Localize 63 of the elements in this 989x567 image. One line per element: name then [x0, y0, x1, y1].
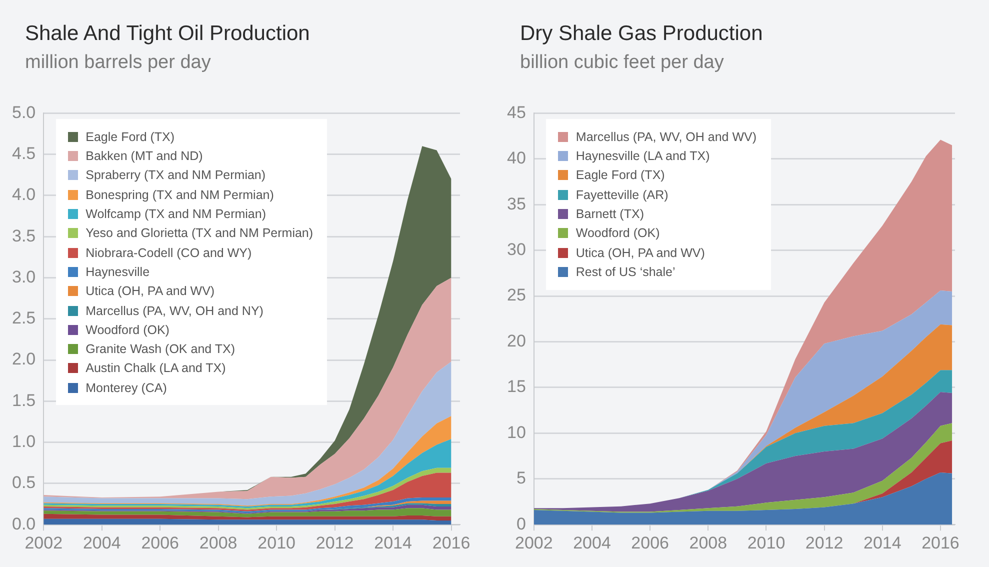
legend-label: Bakken (MT and ND) [86, 149, 203, 164]
y-tick-label: 45 [506, 102, 526, 122]
x-tick-label: 2002 [24, 533, 63, 552]
y-tick-label: 5.0 [12, 102, 36, 122]
x-tick-label: 2012 [316, 533, 354, 552]
y-tick-label: 35 [506, 194, 526, 214]
legend-label: Fayetteville (AR) [576, 188, 668, 202]
legend-label: Niobrara-Codell (CO and WY) [86, 246, 252, 260]
y-tick-label: 0.0 [12, 514, 36, 534]
y-tick-label: 20 [506, 331, 526, 350]
legend-label: Marcellus (PA, WV, OH and NY) [86, 304, 264, 318]
legend-label: Eagle Ford (TX) [86, 130, 175, 144]
y-tick-label: 0 [516, 514, 526, 534]
x-tick-label: 2002 [514, 533, 553, 552]
legend-label: Austin Chalk (LA and TX) [86, 361, 226, 376]
chart-subtitle: million barrels per day [25, 52, 211, 74]
y-tick-label: 25 [506, 286, 526, 305]
y-tick-label: 5 [516, 468, 526, 488]
x-tick-label: 2016 [922, 533, 960, 552]
x-tick-label: 2014 [374, 533, 412, 552]
x-tick-label: 2004 [573, 533, 611, 552]
y-tick-label: 0.5 [12, 473, 36, 492]
chart-subtitle: billion cubic feet per day [520, 52, 724, 74]
legend-label: Haynesville [86, 264, 150, 279]
x-tick-label: 2016 [432, 533, 470, 552]
legend-label: Barnett (TX) [576, 207, 644, 222]
x-tick-label: 2008 [689, 533, 728, 552]
x-tick-label: 2004 [82, 533, 121, 552]
y-tick-label: 4.0 [12, 185, 36, 204]
legend-label: Monterey (CA) [86, 380, 167, 395]
y-tick-label: 30 [506, 240, 526, 260]
legend-label: Eagle Ford (TX) [576, 168, 665, 182]
y-tick-label: 2.5 [12, 308, 36, 328]
legend-label: Wolfcamp (TX and NM Permian) [86, 207, 266, 222]
y-tick-label: 1.0 [12, 432, 36, 452]
x-tick-label: 2010 [747, 533, 786, 552]
y-tick-label: 15 [506, 377, 526, 396]
legend-label: Woodford (OK) [86, 322, 170, 337]
y-tick-label: 10 [506, 422, 526, 442]
legend-label: Utica (OH, PA and WV) [86, 284, 215, 298]
legend-label: Rest of US ‘shale’ [576, 264, 676, 279]
x-tick-label: 2008 [199, 533, 238, 552]
legend-label: Haynesville (LA and TX) [576, 149, 710, 164]
legend-label: Spraberry (TX and NM Permian) [86, 168, 266, 182]
y-tick-label: 3.0 [12, 267, 36, 286]
legend-label: Marcellus (PA, WV, OH and WV) [576, 130, 757, 144]
x-tick-label: 2010 [258, 533, 296, 552]
chart-title: Dry Shale Gas Production [520, 22, 763, 46]
legend-label: Granite Wash (OK and TX) [86, 342, 235, 356]
y-tick-label: 1.5 [12, 390, 36, 410]
y-tick-label: 40 [506, 148, 526, 168]
x-tick-label: 2006 [631, 533, 669, 552]
y-tick-label: 3.5 [12, 226, 36, 246]
y-tick-label: 4.5 [12, 144, 36, 164]
legend-label: Woodford (OK) [576, 226, 660, 240]
legend-label: Utica (OH, PA and WV) [576, 246, 705, 260]
legend-label: Yeso and Glorietta (TX and NM Permian) [86, 226, 314, 240]
y-tick-label: 2.0 [12, 350, 36, 369]
chart-title: Shale And Tight Oil Production [25, 22, 310, 46]
x-tick-label: 2014 [863, 533, 902, 552]
x-tick-label: 2012 [805, 533, 844, 552]
legend-label: Bonespring (TX and NM Permian) [86, 188, 274, 202]
x-tick-label: 2006 [141, 533, 180, 552]
